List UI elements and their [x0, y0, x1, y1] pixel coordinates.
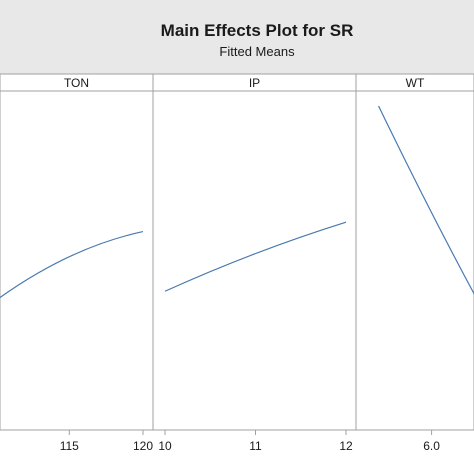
x-tick-label: 12	[339, 439, 353, 453]
panel-ton: TON 115 120	[0, 73, 154, 453]
panel-label: TON	[64, 76, 89, 90]
x-tick-label: 10	[158, 439, 172, 453]
panel-ip: IP 10 11 12	[152, 73, 357, 453]
panels-group: TON 115 120 IP 10 11 12 WT 6.0	[0, 73, 474, 453]
panel-wt: WT 6.0	[355, 73, 474, 453]
panel-frame	[0, 90, 154, 431]
panel-label: WT	[406, 76, 425, 90]
series-line-ton	[0, 231, 144, 299]
panel-frame	[355, 90, 474, 431]
chart-subtitle: Fitted Means	[219, 44, 295, 59]
series-line-ip	[164, 221, 347, 292]
header-band	[0, 0, 474, 76]
x-tick-label: 115	[60, 439, 79, 453]
series-line-wt	[378, 105, 474, 295]
panel-label: IP	[249, 76, 260, 90]
x-tick-label: 120	[133, 439, 153, 453]
x-tick-label: 6.0	[423, 439, 440, 453]
x-tick-label: 11	[249, 439, 262, 453]
panel-frame	[152, 90, 357, 431]
chart-title: Main Effects Plot for SR	[161, 21, 354, 40]
